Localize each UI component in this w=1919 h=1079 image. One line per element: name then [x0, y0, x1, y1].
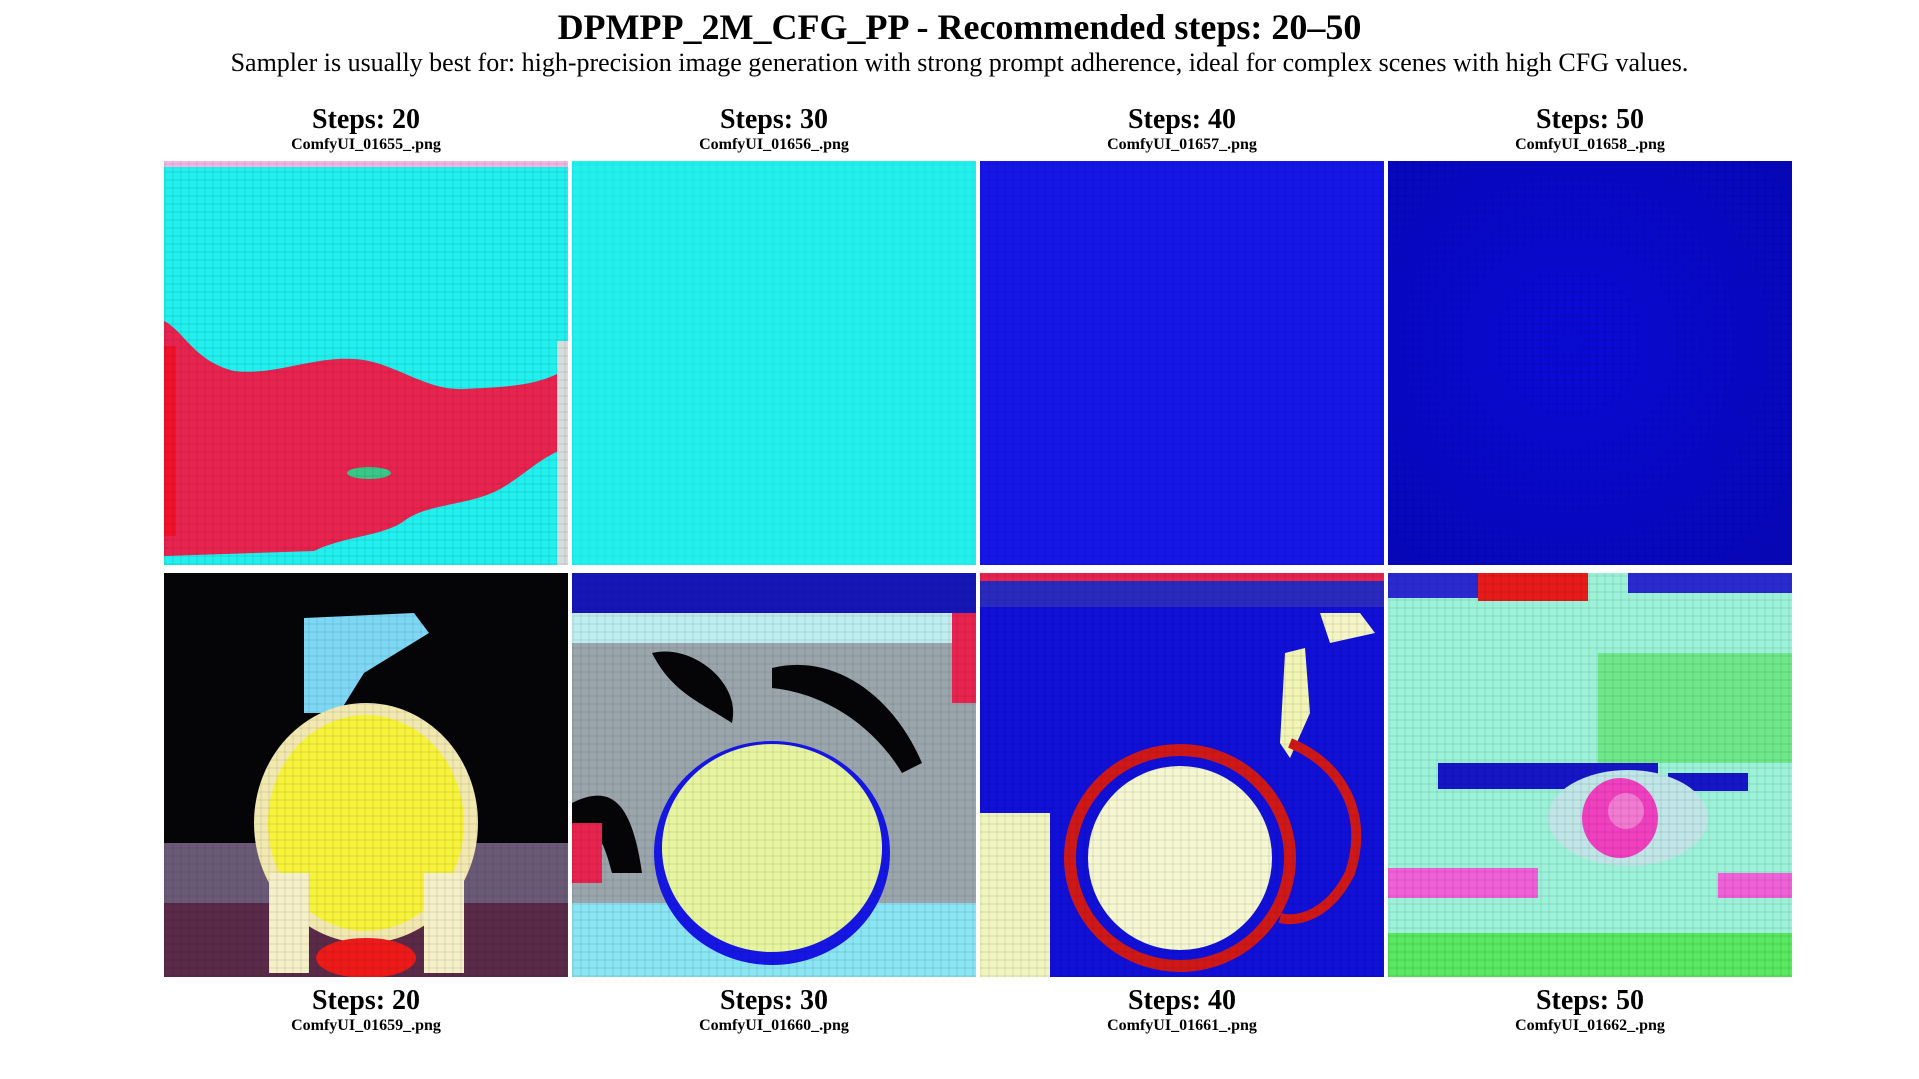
filename-label: ComfyUI_01656_.png — [699, 136, 849, 153]
steps-label: Steps: 40 — [1127, 104, 1237, 135]
caption-r2-c2: Steps: 30 ComfyUI_01660_.png — [572, 985, 976, 1035]
image-tile-r1-c1 — [164, 161, 568, 565]
generated-image — [164, 161, 568, 565]
steps-label: Steps: 20 — [311, 104, 421, 135]
caption-r1-c1: Steps: 20 ComfyUI_01655_.png — [164, 104, 568, 154]
image-tile-r2-c3 — [980, 573, 1384, 977]
image-tile-r1-c2 — [572, 161, 976, 565]
filename-label: ComfyUI_01659_.png — [291, 1017, 441, 1034]
steps-label: Steps: 40 — [1127, 985, 1237, 1016]
page-subtitle: Sampler is usually best for: high-precis… — [230, 48, 1689, 77]
filename-label: ComfyUI_01661_.png — [1107, 1017, 1257, 1034]
page-title: DPMPP_2M_CFG_PP - Recommended steps: 20–… — [557, 7, 1362, 47]
image-tile-r2-c4 — [1388, 573, 1792, 977]
caption-r1-c3: Steps: 40 ComfyUI_01657_.png — [980, 104, 1384, 154]
generated-image — [1388, 161, 1792, 565]
caption-r1-c4: Steps: 50 ComfyUI_01658_.png — [1388, 104, 1792, 154]
filename-label: ComfyUI_01662_.png — [1515, 1017, 1665, 1034]
image-tile-r1-c3 — [980, 161, 1384, 565]
generated-image — [980, 161, 1384, 565]
generated-image — [980, 573, 1384, 977]
caption-r2-c4: Steps: 50 ComfyUI_01662_.png — [1388, 985, 1792, 1035]
generated-image — [164, 573, 568, 977]
filename-label: ComfyUI_01657_.png — [1107, 136, 1257, 153]
steps-label: Steps: 30 — [719, 104, 829, 135]
generated-image — [1388, 573, 1792, 977]
steps-label: Steps: 50 — [1535, 985, 1645, 1016]
caption-r1-c2: Steps: 30 ComfyUI_01656_.png — [572, 104, 976, 154]
image-tile-r2-c1 — [164, 573, 568, 977]
caption-r2-c1: Steps: 20 ComfyUI_01659_.png — [164, 985, 568, 1035]
steps-label: Steps: 30 — [719, 985, 829, 1016]
caption-r2-c3: Steps: 40 ComfyUI_01661_.png — [980, 985, 1384, 1035]
generated-image — [572, 161, 976, 565]
steps-label: Steps: 20 — [311, 985, 421, 1016]
generated-image — [572, 573, 976, 977]
filename-label: ComfyUI_01658_.png — [1515, 136, 1665, 153]
steps-label: Steps: 50 — [1535, 104, 1645, 135]
filename-label: ComfyUI_01655_.png — [291, 136, 441, 153]
image-tile-r1-c4 — [1388, 161, 1792, 565]
image-tile-r2-c2 — [572, 573, 976, 977]
filename-label: ComfyUI_01660_.png — [699, 1017, 849, 1034]
